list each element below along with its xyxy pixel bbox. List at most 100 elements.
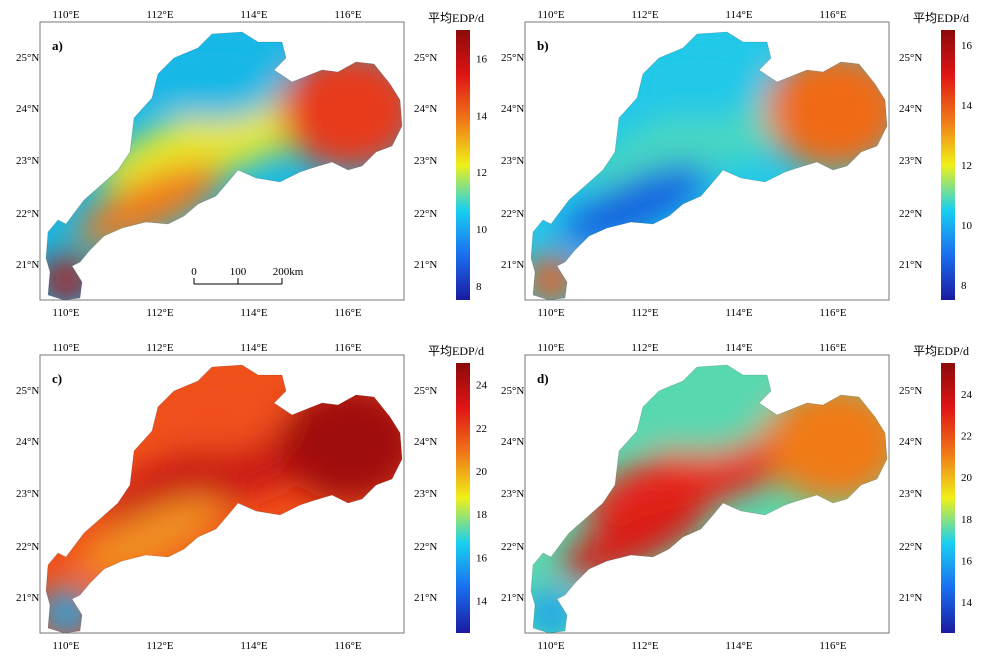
map-panel-a: 110°E 110°E 112°E 112°E 114°E 114°E 116°E 116°E… — [0, 0, 498, 326]
lon-tick-top: 112°E — [146, 9, 173, 21]
lon-tick-bottom: 110°E — [537, 640, 564, 652]
lat-tick-left: 22°N — [16, 541, 39, 553]
colorbar-tick: 20 — [476, 466, 488, 478]
lat-tick-right: 21°N — [899, 592, 922, 604]
lat-tick-right: 24°N — [899, 103, 922, 115]
colorbar-title: 平均EDP/d — [428, 11, 484, 25]
lat-tick-right: 25°N — [899, 52, 922, 64]
scale-label: 100 — [230, 266, 247, 278]
colorbar-title: 平均EDP/d — [913, 11, 969, 25]
colorbar-tick: 20 — [961, 472, 973, 484]
scale-label: 200km — [273, 266, 304, 278]
colorbar-tick: 18 — [476, 509, 488, 521]
lat-tick-left: 25°N — [501, 385, 524, 397]
lon-tick-top: 114°E — [240, 342, 267, 354]
lat-tick-left: 21°N — [501, 592, 524, 604]
colorbar — [941, 363, 955, 633]
lon-tick-top: 114°E — [725, 9, 752, 21]
map-frame — [39, 354, 405, 634]
lon-tick-bottom: 112°E — [146, 307, 173, 319]
map-panel-d: 110°E 110°E 112°E 112°E 114°E 114°E 116°E 116°E… — [485, 333, 983, 659]
lat-tick-right: 22°N — [414, 541, 437, 553]
lat-tick-left: 21°N — [16, 592, 39, 604]
lat-tick-left: 23°N — [16, 155, 39, 167]
lat-tick-right: 21°N — [414, 259, 437, 271]
map-panel-c: 110°E 110°E 112°E 112°E 114°E 114°E 116°E 116°E… — [0, 333, 498, 659]
colorbar — [456, 30, 470, 300]
lat-tick-right: 25°N — [899, 385, 922, 397]
colorbar-tick: 22 — [961, 431, 972, 443]
lon-tick-top: 112°E — [631, 9, 658, 21]
lon-tick-bottom: 110°E — [537, 307, 564, 319]
lat-tick-left: 22°N — [501, 541, 524, 553]
lat-tick-right: 23°N — [899, 488, 922, 500]
lat-tick-right: 25°N — [414, 385, 437, 397]
map-svg: 110°E 110°E 112°E 112°E 114°E 114°E 116°E 116°E… — [16, 342, 488, 652]
lon-tick-bottom: 114°E — [240, 640, 267, 652]
lat-tick-left: 24°N — [16, 436, 39, 448]
lat-tick-right: 23°N — [414, 488, 437, 500]
lat-tick-left: 23°N — [16, 488, 39, 500]
map-svg: 110°E 110°E 112°E 112°E 114°E 114°E 116°E 116°E… — [501, 342, 973, 652]
colorbar-tick: 12 — [961, 160, 972, 172]
map-frame — [524, 21, 890, 301]
lon-tick-bottom: 112°E — [146, 640, 173, 652]
lat-tick-left: 25°N — [501, 52, 524, 64]
lon-tick-bottom: 114°E — [725, 307, 752, 319]
colorbar-tick: 16 — [476, 552, 488, 564]
lat-tick-right: 21°N — [414, 592, 437, 604]
lon-tick-top: 110°E — [537, 9, 564, 21]
lat-tick-right: 21°N — [899, 259, 922, 271]
map-frame — [39, 21, 405, 301]
colorbar-tick: 14 — [961, 597, 973, 609]
lat-tick-left: 21°N — [16, 259, 39, 271]
colorbar — [941, 30, 955, 300]
lon-tick-top: 110°E — [52, 9, 79, 21]
lon-tick-top: 114°E — [725, 342, 752, 354]
lon-tick-bottom: 116°E — [819, 307, 846, 319]
colorbar-tick: 16 — [961, 40, 973, 52]
lon-tick-top: 116°E — [819, 9, 846, 21]
lon-tick-top: 116°E — [334, 9, 361, 21]
colorbar-tick: 10 — [961, 220, 973, 232]
lat-tick-left: 22°N — [501, 208, 524, 220]
lat-tick-left: 24°N — [501, 103, 524, 115]
colorbar-tick: 16 — [961, 555, 973, 567]
lon-tick-top: 110°E — [52, 342, 79, 354]
lon-tick-top: 110°E — [537, 342, 564, 354]
lat-tick-right: 22°N — [899, 208, 922, 220]
colorbar-title: 平均EDP/d — [428, 344, 484, 358]
lon-tick-bottom: 114°E — [240, 307, 267, 319]
panel-label: c) — [52, 371, 62, 386]
lat-tick-left: 25°N — [16, 52, 39, 64]
colorbar-tick: 8 — [476, 281, 482, 293]
lon-tick-top: 116°E — [334, 342, 361, 354]
lon-tick-bottom: 116°E — [819, 640, 846, 652]
lon-tick-top: 116°E — [819, 342, 846, 354]
colorbar-tick: 14 — [961, 100, 973, 112]
colorbar — [456, 363, 470, 633]
lat-tick-right: 25°N — [414, 52, 437, 64]
lat-tick-right: 22°N — [414, 208, 437, 220]
lon-tick-bottom: 110°E — [52, 640, 79, 652]
lat-tick-right: 23°N — [899, 155, 922, 167]
lat-tick-left: 22°N — [16, 208, 39, 220]
lon-tick-top: 112°E — [631, 342, 658, 354]
map-svg: 110°E 110°E 112°E 112°E 114°E 114°E 116°E 116°E… — [501, 9, 973, 319]
colorbar-tick: 10 — [476, 224, 488, 236]
colorbar-tick: 22 — [476, 423, 487, 435]
lon-tick-bottom: 110°E — [52, 307, 79, 319]
map-frame — [524, 354, 890, 634]
colorbar-tick: 16 — [476, 53, 488, 65]
lat-tick-left: 24°N — [501, 436, 524, 448]
lon-tick-bottom: 116°E — [334, 307, 361, 319]
panel-label: d) — [537, 371, 549, 386]
lon-tick-bottom: 112°E — [631, 640, 658, 652]
colorbar-tick: 24 — [476, 380, 488, 392]
lon-tick-top: 112°E — [146, 342, 173, 354]
colorbar-tick: 24 — [961, 389, 973, 401]
lat-tick-right: 24°N — [414, 103, 437, 115]
lat-tick-left: 23°N — [501, 155, 524, 167]
panel-label: a) — [52, 38, 63, 53]
lat-tick-left: 24°N — [16, 103, 39, 115]
